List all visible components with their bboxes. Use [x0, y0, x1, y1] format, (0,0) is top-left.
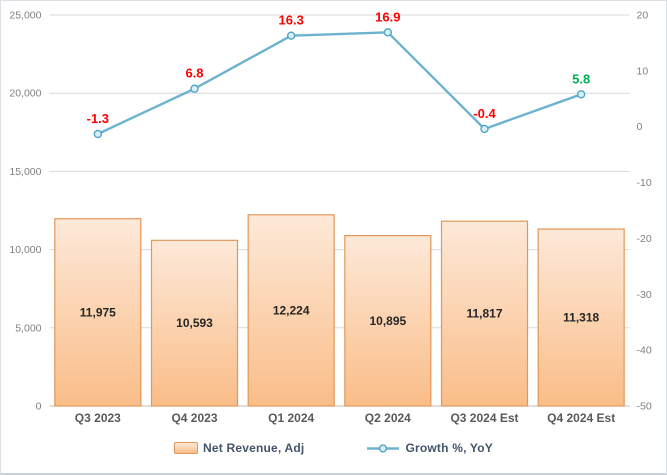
growth-point-label: -0.4	[473, 106, 496, 121]
growth-point-label: 5.8	[572, 71, 590, 86]
right-axis-tick-label: 20	[637, 10, 649, 22]
bar-value-label: 12,224	[273, 303, 310, 317]
legend-label-net-revenue: Net Revenue, Adj	[203, 441, 305, 455]
right-axis-tick-label: -30	[637, 289, 652, 301]
growth-point-label: 16.3	[279, 13, 304, 28]
left-axis-tick-label: 0	[36, 401, 42, 413]
legend-label-growth: Growth %, YoY	[405, 441, 493, 455]
growth-point-label: 6.8	[185, 66, 203, 81]
bar	[150, 239, 239, 407]
bar-series-swatch-icon	[174, 442, 199, 454]
right-axis-tick-label: 10	[637, 65, 649, 77]
growth-point-label: -1.3	[87, 111, 109, 126]
growth-point-label: 16.9	[375, 9, 400, 24]
right-axis-tick-label: -20	[637, 233, 652, 245]
left-axis-tick-label: 25,000	[9, 10, 41, 22]
left-axis-tick-label: 20,000	[9, 88, 41, 100]
x-category-label: Q2 2024	[365, 411, 411, 425]
bar-value-label: 10,895	[369, 314, 406, 328]
bar	[537, 228, 625, 407]
bar-value-label: 11,817	[466, 307, 502, 321]
left-axis-tick-label: 15,000	[9, 166, 41, 178]
right-axis-tick-label: -10	[637, 177, 652, 189]
bar	[54, 218, 142, 407]
x-category-label: Q3 2024 Est	[450, 411, 518, 425]
line-series-swatch-icon	[367, 443, 400, 453]
growth-line-point	[93, 129, 103, 139]
x-category-label: Q3 2023	[75, 411, 121, 425]
bar	[247, 214, 335, 407]
bar-value-label: 10,593	[176, 316, 213, 330]
growth-line-point	[383, 28, 393, 37]
left-axis-tick-label: 5,000	[15, 322, 41, 334]
x-category-label: Q4 2023	[171, 411, 217, 425]
bar-value-label: 11,318	[563, 310, 599, 324]
right-axis-tick-label: -50	[637, 401, 652, 413]
bar	[440, 220, 529, 407]
growth-line-point	[576, 90, 586, 99]
right-axis-tick-label: -40	[637, 345, 652, 357]
left-axis-tick-label: 10,000	[9, 244, 41, 256]
legend-item-growth: Growth %, YoY	[366, 441, 493, 455]
x-category-label: Q4 2024 Est	[547, 411, 615, 425]
growth-line	[96, 31, 583, 136]
bar-value-label: 11,975	[80, 305, 116, 319]
x-category-label: Q1 2024	[268, 411, 314, 425]
growth-line-point	[286, 31, 296, 40]
growth-line-point	[480, 124, 489, 134]
legend-item-net-revenue: Net Revenue, Adj	[174, 441, 304, 455]
chart-legend: Net Revenue, Adj Growth %, YoY	[1, 437, 666, 459]
growth-line-point	[190, 84, 199, 93]
right-axis-tick-label: 0	[637, 121, 643, 133]
bar	[344, 235, 432, 407]
